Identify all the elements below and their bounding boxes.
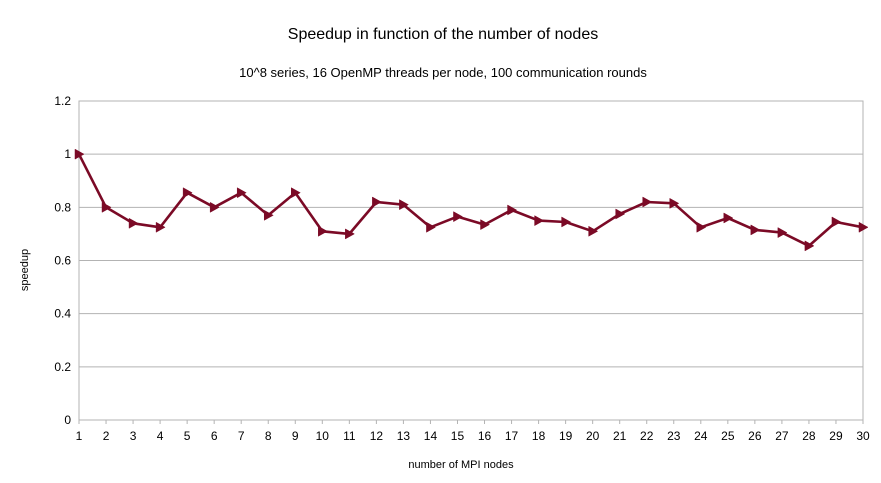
x-tick-label: 27 [775,429,789,443]
gridlines [79,100,863,421]
series-line [77,153,864,248]
x-tick-label: 11 [343,429,356,443]
data-point-marker [74,148,85,160]
x-tick-label: 4 [157,429,164,443]
data-point-marker [453,211,463,223]
x-tick-label: 29 [829,429,843,443]
data-point-marker [399,199,409,211]
data-point-marker [101,201,112,213]
x-tick-label: 10 [316,429,330,443]
y-tick-label: 0.4 [54,307,71,321]
data-point-marker [507,204,518,216]
y-tick-label: 0.2 [54,360,71,374]
y-tick-label: 1.2 [54,94,71,108]
data-point-marker [723,212,734,224]
y-tick-label: 0.8 [54,200,71,214]
data-point-marker [236,187,247,199]
data-point-marker [345,228,355,240]
x-tick-label: 21 [613,429,627,443]
x-axis-label: number of MPI nodes [408,459,514,471]
x-tick-label: 16 [478,429,492,443]
x-tick-label: 9 [292,429,299,443]
x-tick-label: 22 [640,429,654,443]
data-point-marker [804,240,815,252]
x-tick-label: 5 [184,429,191,443]
x-tick-label: 18 [532,429,546,443]
x-tick-label: 12 [370,429,384,443]
data-point-marker [291,187,301,199]
x-tick-label: 8 [265,429,272,443]
data-point-marker [128,217,139,229]
data-point-marker [588,225,599,237]
y-axis-ticks: 0 0.2 0.4 0.6 0.8 1 1.2 [54,94,71,427]
data-point-marker [318,225,328,237]
x-axis-ticks: 1 2 3 4 5 6 7 8 9 10 11 12 13 14 15 16 17 18 19 20 21 22 23 24 2… [76,420,870,443]
data-point-marker [372,196,382,208]
y-axis-label: speedup [19,249,31,291]
x-tick-label: 15 [451,429,465,443]
chart-title: Speedup in function of the number of nod… [288,26,598,43]
y-tick-label: 0 [64,413,71,427]
data-point-marker [858,221,869,233]
x-tick-label: 20 [586,429,600,443]
x-tick-label: 26 [748,429,762,443]
x-tick-label: 25 [721,429,735,443]
x-tick-label: 6 [211,429,218,443]
data-point-marker [831,216,842,228]
data-point-marker [182,187,193,199]
x-tick-label: 2 [103,429,110,443]
y-tick-label: 1 [64,147,71,161]
x-tick-label: 19 [559,429,573,443]
series-layer [74,148,869,252]
data-point-marker [669,197,680,209]
data-point-marker [561,216,572,228]
x-tick-label: 13 [397,429,411,443]
data-point-marker [534,215,545,227]
plot-area-border [78,100,864,421]
data-point-marker [155,221,166,233]
x-tick-label: 23 [667,429,681,443]
x-tick-label: 14 [424,429,438,443]
x-tick-label: 7 [238,429,245,443]
data-point-marker [426,221,436,233]
data-point-marker [615,208,626,220]
y-tick-label: 0.6 [54,254,71,268]
data-point-marker [480,219,491,231]
x-tick-label: 30 [856,429,870,443]
chart-subtitle: 10^8 series, 16 OpenMP threads per node,… [239,65,647,80]
x-tick-label: 24 [694,429,708,443]
x-tick-label: 1 [76,429,83,443]
data-point-marker [750,224,761,236]
data-point-marker [696,221,707,233]
x-tick-label: 17 [505,429,519,443]
data-point-marker [209,201,220,213]
x-tick-label: 28 [802,429,816,443]
x-tick-label: 3 [130,429,137,443]
data-point-marker [263,209,274,221]
data-point-marker [642,196,653,208]
data-point-marker [777,227,788,239]
